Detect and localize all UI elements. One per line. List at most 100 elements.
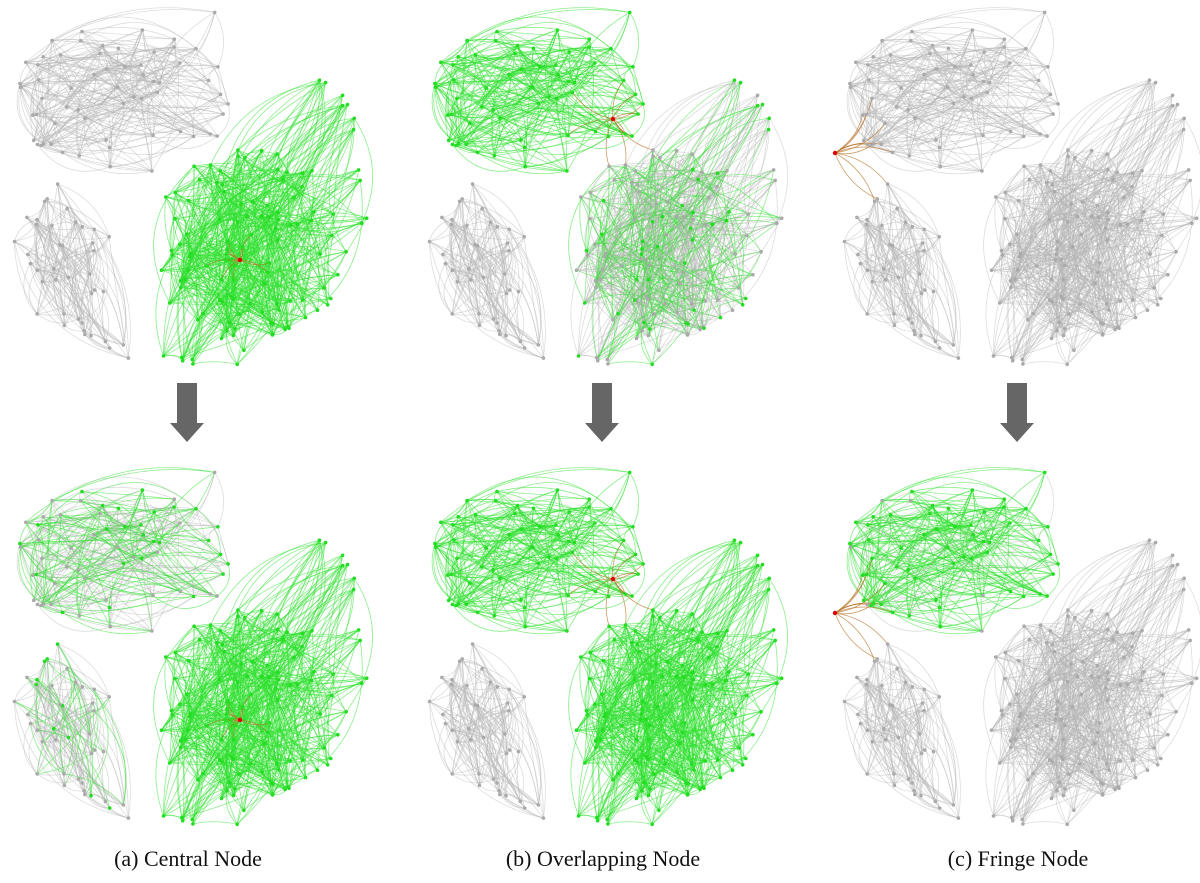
node [236,608,240,612]
node [288,759,293,763]
node [233,263,237,268]
node [223,257,228,262]
edge [450,684,470,729]
edge [46,658,79,780]
node [240,704,245,709]
edge [87,229,106,342]
edge [652,197,710,223]
node [303,315,308,320]
edge [51,221,76,226]
edge [603,157,661,202]
edge [105,341,129,359]
edge [466,500,539,564]
edge [66,566,153,632]
edge [227,241,263,313]
node [433,85,438,89]
node [522,346,527,350]
node [197,637,202,642]
edge [504,702,512,735]
edge [442,253,484,278]
node [295,222,300,227]
edge [468,710,509,730]
edge [586,250,649,336]
edge [41,668,68,742]
edge [142,74,155,136]
edge [84,53,101,119]
edge [442,254,480,314]
edge [43,102,124,145]
edge [239,259,271,266]
edge [34,685,53,731]
edge [30,685,53,724]
node [518,339,523,344]
edge [14,241,129,359]
edge [32,68,107,116]
edge [179,104,348,245]
edge [630,191,643,331]
node [446,138,451,143]
edge [693,180,776,311]
edge [459,660,498,687]
edge [25,506,175,523]
edge [153,511,229,565]
node [356,628,361,632]
edge [477,245,504,335]
edge [474,244,539,345]
edge [16,543,44,605]
node [100,43,105,48]
edge [26,217,83,230]
edge [472,643,507,754]
node [80,685,85,689]
edge [36,219,92,336]
node [345,562,350,567]
edge [625,82,741,166]
node [686,332,690,336]
edge [37,506,119,526]
edge [78,81,154,156]
edge [54,123,80,157]
edge [242,105,343,247]
edge [163,651,225,817]
edge [639,191,663,217]
node [235,362,239,367]
edge [20,532,209,548]
edge [636,312,721,339]
edge [687,169,774,335]
edge [477,112,639,153]
edge [173,39,209,81]
edge [46,198,83,228]
node [259,674,264,678]
edge [27,253,69,278]
edge [496,226,521,342]
edge [133,91,158,98]
edge [43,547,72,605]
edge [85,702,93,735]
edge [102,45,141,67]
edge [442,714,526,809]
node [150,629,154,633]
edge [78,62,180,156]
edge [434,56,459,84]
edge [652,82,741,151]
node [612,177,617,182]
node [173,216,177,221]
edge [576,170,728,271]
edge [641,129,769,331]
edge [461,658,470,729]
edge [151,506,180,632]
node [55,182,60,186]
edge [708,197,735,311]
edge [584,652,591,764]
node [456,55,460,59]
edge [175,639,200,653]
edge [683,82,741,318]
node [18,85,23,89]
node [504,291,509,296]
edge [440,61,501,119]
edge [676,215,782,225]
node [755,93,760,98]
edge [108,696,129,819]
edge [53,704,65,786]
edge [268,82,326,318]
edge [434,518,570,544]
